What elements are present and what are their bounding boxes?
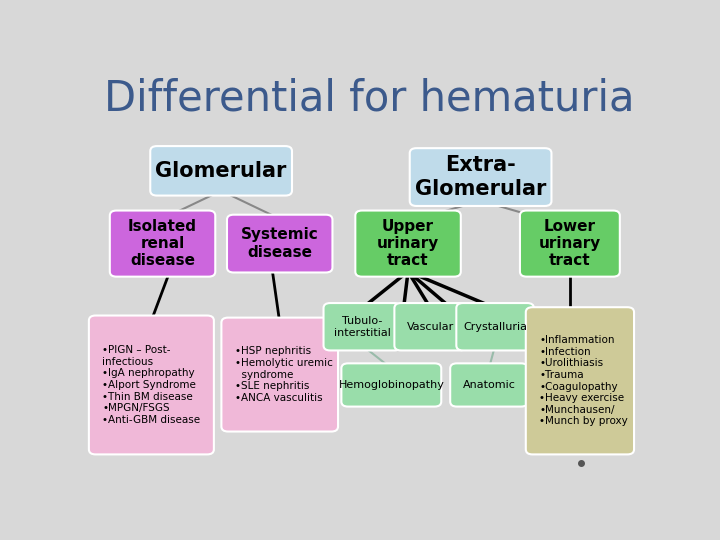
FancyBboxPatch shape bbox=[150, 146, 292, 195]
FancyBboxPatch shape bbox=[323, 303, 401, 350]
FancyBboxPatch shape bbox=[456, 303, 534, 350]
Text: Extra-
Glomerular: Extra- Glomerular bbox=[415, 156, 546, 199]
Text: Anatomic: Anatomic bbox=[462, 380, 516, 390]
FancyBboxPatch shape bbox=[356, 211, 461, 276]
Text: Upper
urinary
tract: Upper urinary tract bbox=[377, 219, 439, 268]
Text: Hemoglobinopathy: Hemoglobinopathy bbox=[338, 380, 444, 390]
Text: Crystalluria: Crystalluria bbox=[463, 322, 527, 332]
FancyBboxPatch shape bbox=[227, 215, 333, 273]
Text: Differential for hematuria: Differential for hematuria bbox=[104, 77, 634, 119]
FancyBboxPatch shape bbox=[110, 211, 215, 276]
FancyBboxPatch shape bbox=[520, 211, 620, 276]
Text: •HSP nephritis
•Hemolytic uremic
  syndrome
•SLE nephritis
•ANCA vasculitis: •HSP nephritis •Hemolytic uremic syndrom… bbox=[235, 346, 333, 403]
Text: •Inflammation
•Infection
•Urolithiasis
•Trauma
•Coagulopathy
•Heavy exercise
•Mu: •Inflammation •Infection •Urolithiasis •… bbox=[539, 335, 628, 427]
Text: Systemic
disease: Systemic disease bbox=[241, 227, 318, 260]
Text: Lower
urinary
tract: Lower urinary tract bbox=[539, 219, 601, 268]
FancyBboxPatch shape bbox=[395, 303, 467, 350]
FancyBboxPatch shape bbox=[89, 315, 214, 454]
FancyBboxPatch shape bbox=[410, 148, 552, 206]
Text: Isolated
renal
disease: Isolated renal disease bbox=[128, 219, 197, 268]
FancyBboxPatch shape bbox=[222, 318, 338, 431]
FancyBboxPatch shape bbox=[450, 363, 528, 407]
Text: •PIGN – Post-
infectious
•IgA nephropathy
•Alport Syndrome
•Thin BM disease
•MPG: •PIGN – Post- infectious •IgA nephropath… bbox=[102, 345, 200, 425]
FancyBboxPatch shape bbox=[341, 363, 441, 407]
Text: Vascular: Vascular bbox=[407, 322, 454, 332]
Text: Glomerular: Glomerular bbox=[156, 161, 287, 181]
FancyBboxPatch shape bbox=[526, 307, 634, 454]
Text: Tubulo-
interstitial: Tubulo- interstitial bbox=[334, 316, 391, 338]
